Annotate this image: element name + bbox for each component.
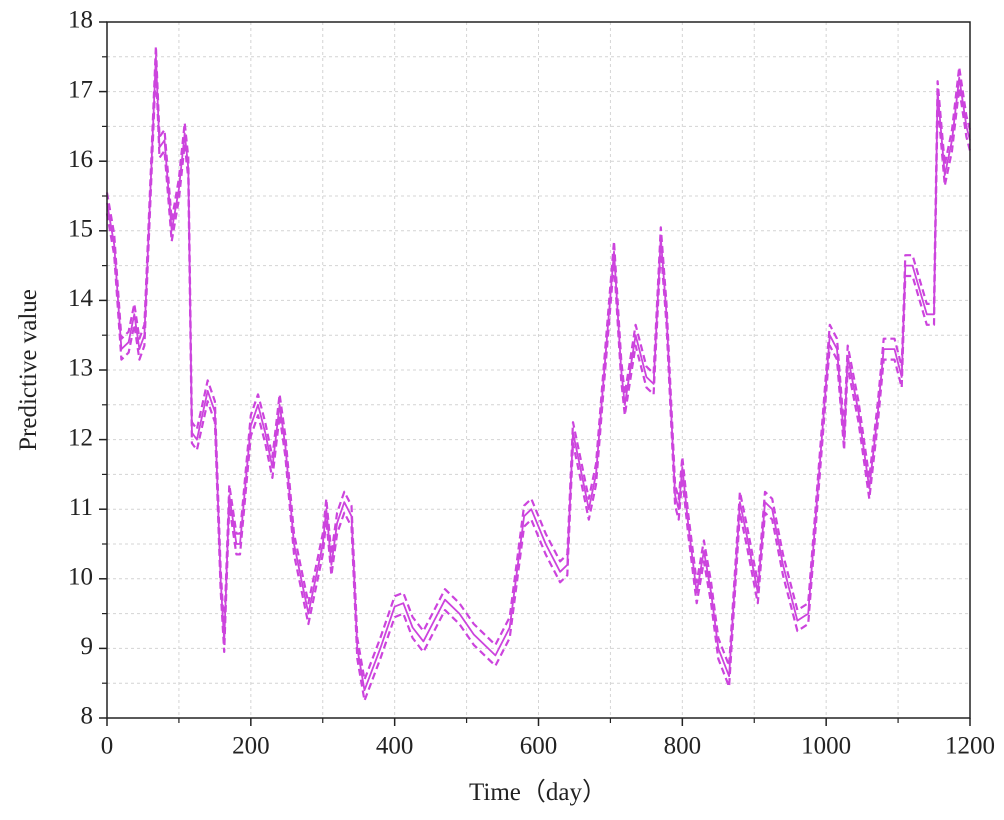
x-tick-label: 0 — [101, 733, 114, 760]
series-line — [105, 45, 972, 681]
y-tick-label: 17 — [68, 76, 93, 103]
x-tick-label: 400 — [376, 733, 414, 760]
x-tick-label: 600 — [520, 733, 558, 760]
y-tick-label: 12 — [68, 424, 93, 451]
x-tick-label: 800 — [664, 733, 702, 760]
x-axis-title: Time（day） — [469, 778, 607, 806]
series-line — [105, 66, 972, 702]
y-tick-label: 16 — [68, 146, 93, 173]
x-tick-label: 200 — [232, 733, 270, 760]
x-tick-label: 1200 — [945, 733, 995, 760]
y-tick-label: 18 — [68, 7, 93, 34]
y-tick-label: 15 — [68, 216, 93, 243]
y-tick-label: 14 — [68, 285, 94, 312]
plot-frame — [106, 21, 971, 719]
y-tick-label: 13 — [68, 355, 93, 382]
x-tick-label: 1000 — [801, 733, 851, 760]
y-tick-label: 8 — [81, 703, 94, 730]
series-line — [106, 55, 971, 692]
y-tick-label: 9 — [81, 633, 94, 660]
y-tick-label: 10 — [68, 564, 93, 591]
y-tick-label: 11 — [69, 494, 93, 521]
y-axis-title: Predictive value — [15, 289, 42, 451]
